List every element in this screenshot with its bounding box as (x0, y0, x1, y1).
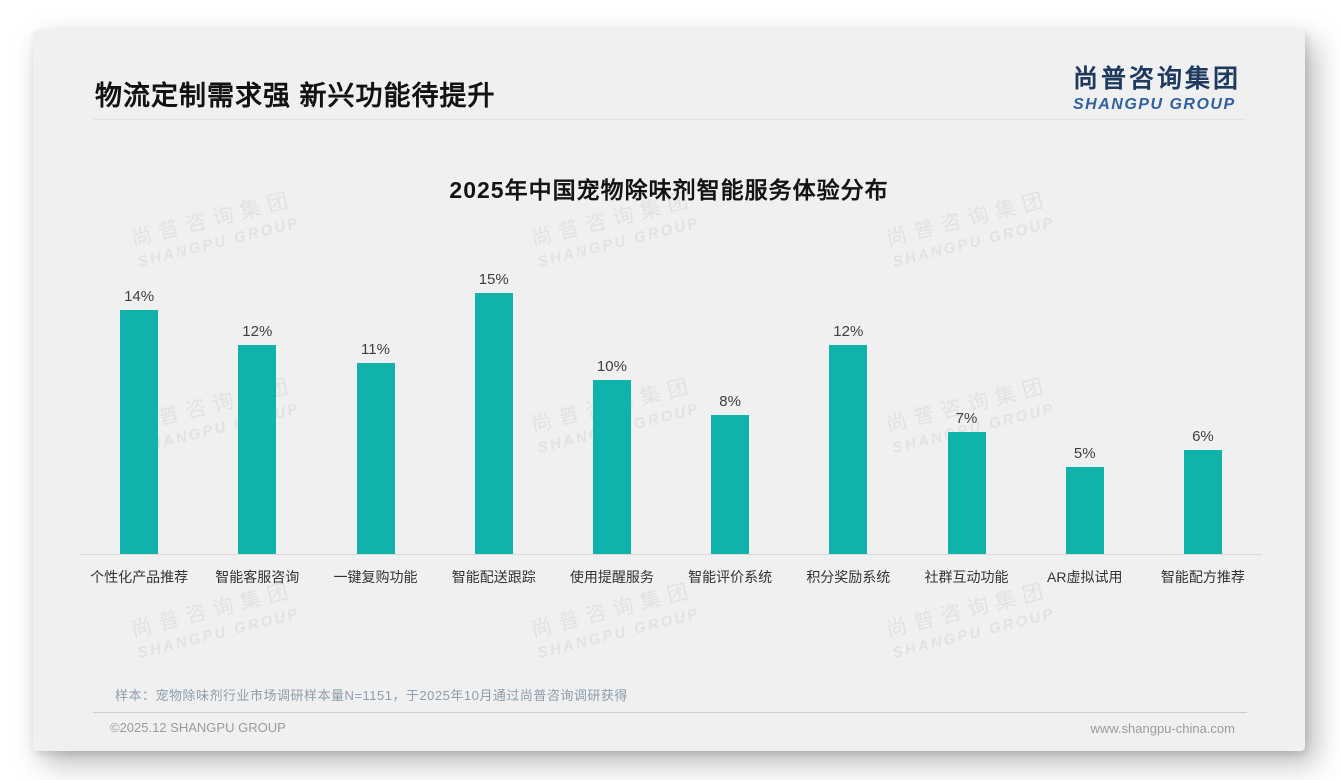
bar (1183, 449, 1222, 554)
bar-value-label: 5% (1073, 445, 1096, 462)
bar-column: 10% (553, 358, 671, 554)
bar (120, 310, 159, 554)
bar-value-label: 8% (719, 392, 741, 410)
page-title: 物流定制需求强 新兴功能待提升 (95, 81, 496, 111)
category-axis: 个性化产品推荐 智能客服咨询 一键复购功能 智能配送跟踪 使用提醒服务 智能评价系统 积分奖… (80, 567, 1262, 587)
category-label: 智能评价系统 (688, 569, 773, 585)
logo-english-text: SHANGPU GROUP (1072, 96, 1236, 113)
bar (356, 362, 395, 554)
category-label: 个性化产品推荐 (90, 569, 189, 585)
bar-column: 14% (80, 288, 198, 554)
bar-column: 7% (907, 410, 1025, 554)
shangpu-logo: 尚普咨询集团 SHANGPU GROUP (1073, 59, 1241, 114)
slide-card: 尚普咨询集团 SHANGPU GROUP 尚普咨询集团 SHANGPU GROUP 尚普… (33, 30, 1305, 751)
bar (711, 414, 750, 554)
category-label: AR虚拟试用 (1047, 569, 1123, 585)
watermark-english-text: SHANGPU GROUP (890, 605, 1057, 662)
bar-column: 15% (435, 271, 553, 554)
bar-column: 5% (1026, 445, 1144, 554)
bar (592, 380, 631, 554)
category-label: 智能配送跟踪 (451, 569, 536, 585)
bar (1065, 467, 1104, 554)
header-divider (93, 119, 1245, 120)
copyright-text: ©2025.12 SHANGPU GROUP (110, 720, 286, 735)
bar-value-label: 12% (242, 323, 273, 341)
bar (238, 345, 277, 554)
watermark-english-text: SHANGPU GROUP (535, 605, 702, 662)
bar-value-label: 11% (361, 340, 390, 358)
sample-note: 样本：宠物除味剂行业市场调研样本量N=1151，于2025年10月通过尚普咨询调… (115, 688, 628, 703)
bar-value-label: 6% (1192, 427, 1214, 445)
watermark-english-text: SHANGPU GROUP (135, 605, 302, 662)
bar-column: 8% (671, 393, 789, 554)
category-label: 积分奖励系统 (806, 569, 891, 585)
bar-column: 12% (198, 323, 316, 554)
website-text: www.shangpu-china.com (1090, 721, 1235, 736)
bar-value-label: 7% (955, 410, 978, 428)
category-label: 一键复购功能 (333, 569, 418, 585)
bar-value-label: 12% (833, 323, 864, 341)
chart-title: 2025年中国宠物除味剂智能服务体验分布 (449, 177, 889, 203)
category-label: 智能客服咨询 (215, 569, 300, 585)
bar (947, 432, 986, 554)
footer-divider (93, 712, 1247, 713)
bar-chart-plot: 14% 12% 11% 15% 10% 8% 12% 7% 5% 6% (80, 254, 1262, 555)
bar-value-label: 15% (478, 271, 509, 288)
category-label: 社群互动功能 (924, 569, 1009, 585)
bar-column: 6% (1144, 428, 1262, 554)
bar (474, 293, 513, 554)
bar-column: 12% (789, 323, 907, 554)
logo-chinese-text: 尚普咨询集团 (1072, 65, 1241, 93)
bar (829, 345, 868, 554)
bar-value-label: 10% (596, 358, 627, 375)
category-label: 智能配方推荐 (1160, 569, 1245, 585)
bar-value-label: 14% (124, 288, 155, 306)
category-label: 使用提醒服务 (569, 569, 654, 585)
bar-column: 11% (316, 341, 434, 554)
